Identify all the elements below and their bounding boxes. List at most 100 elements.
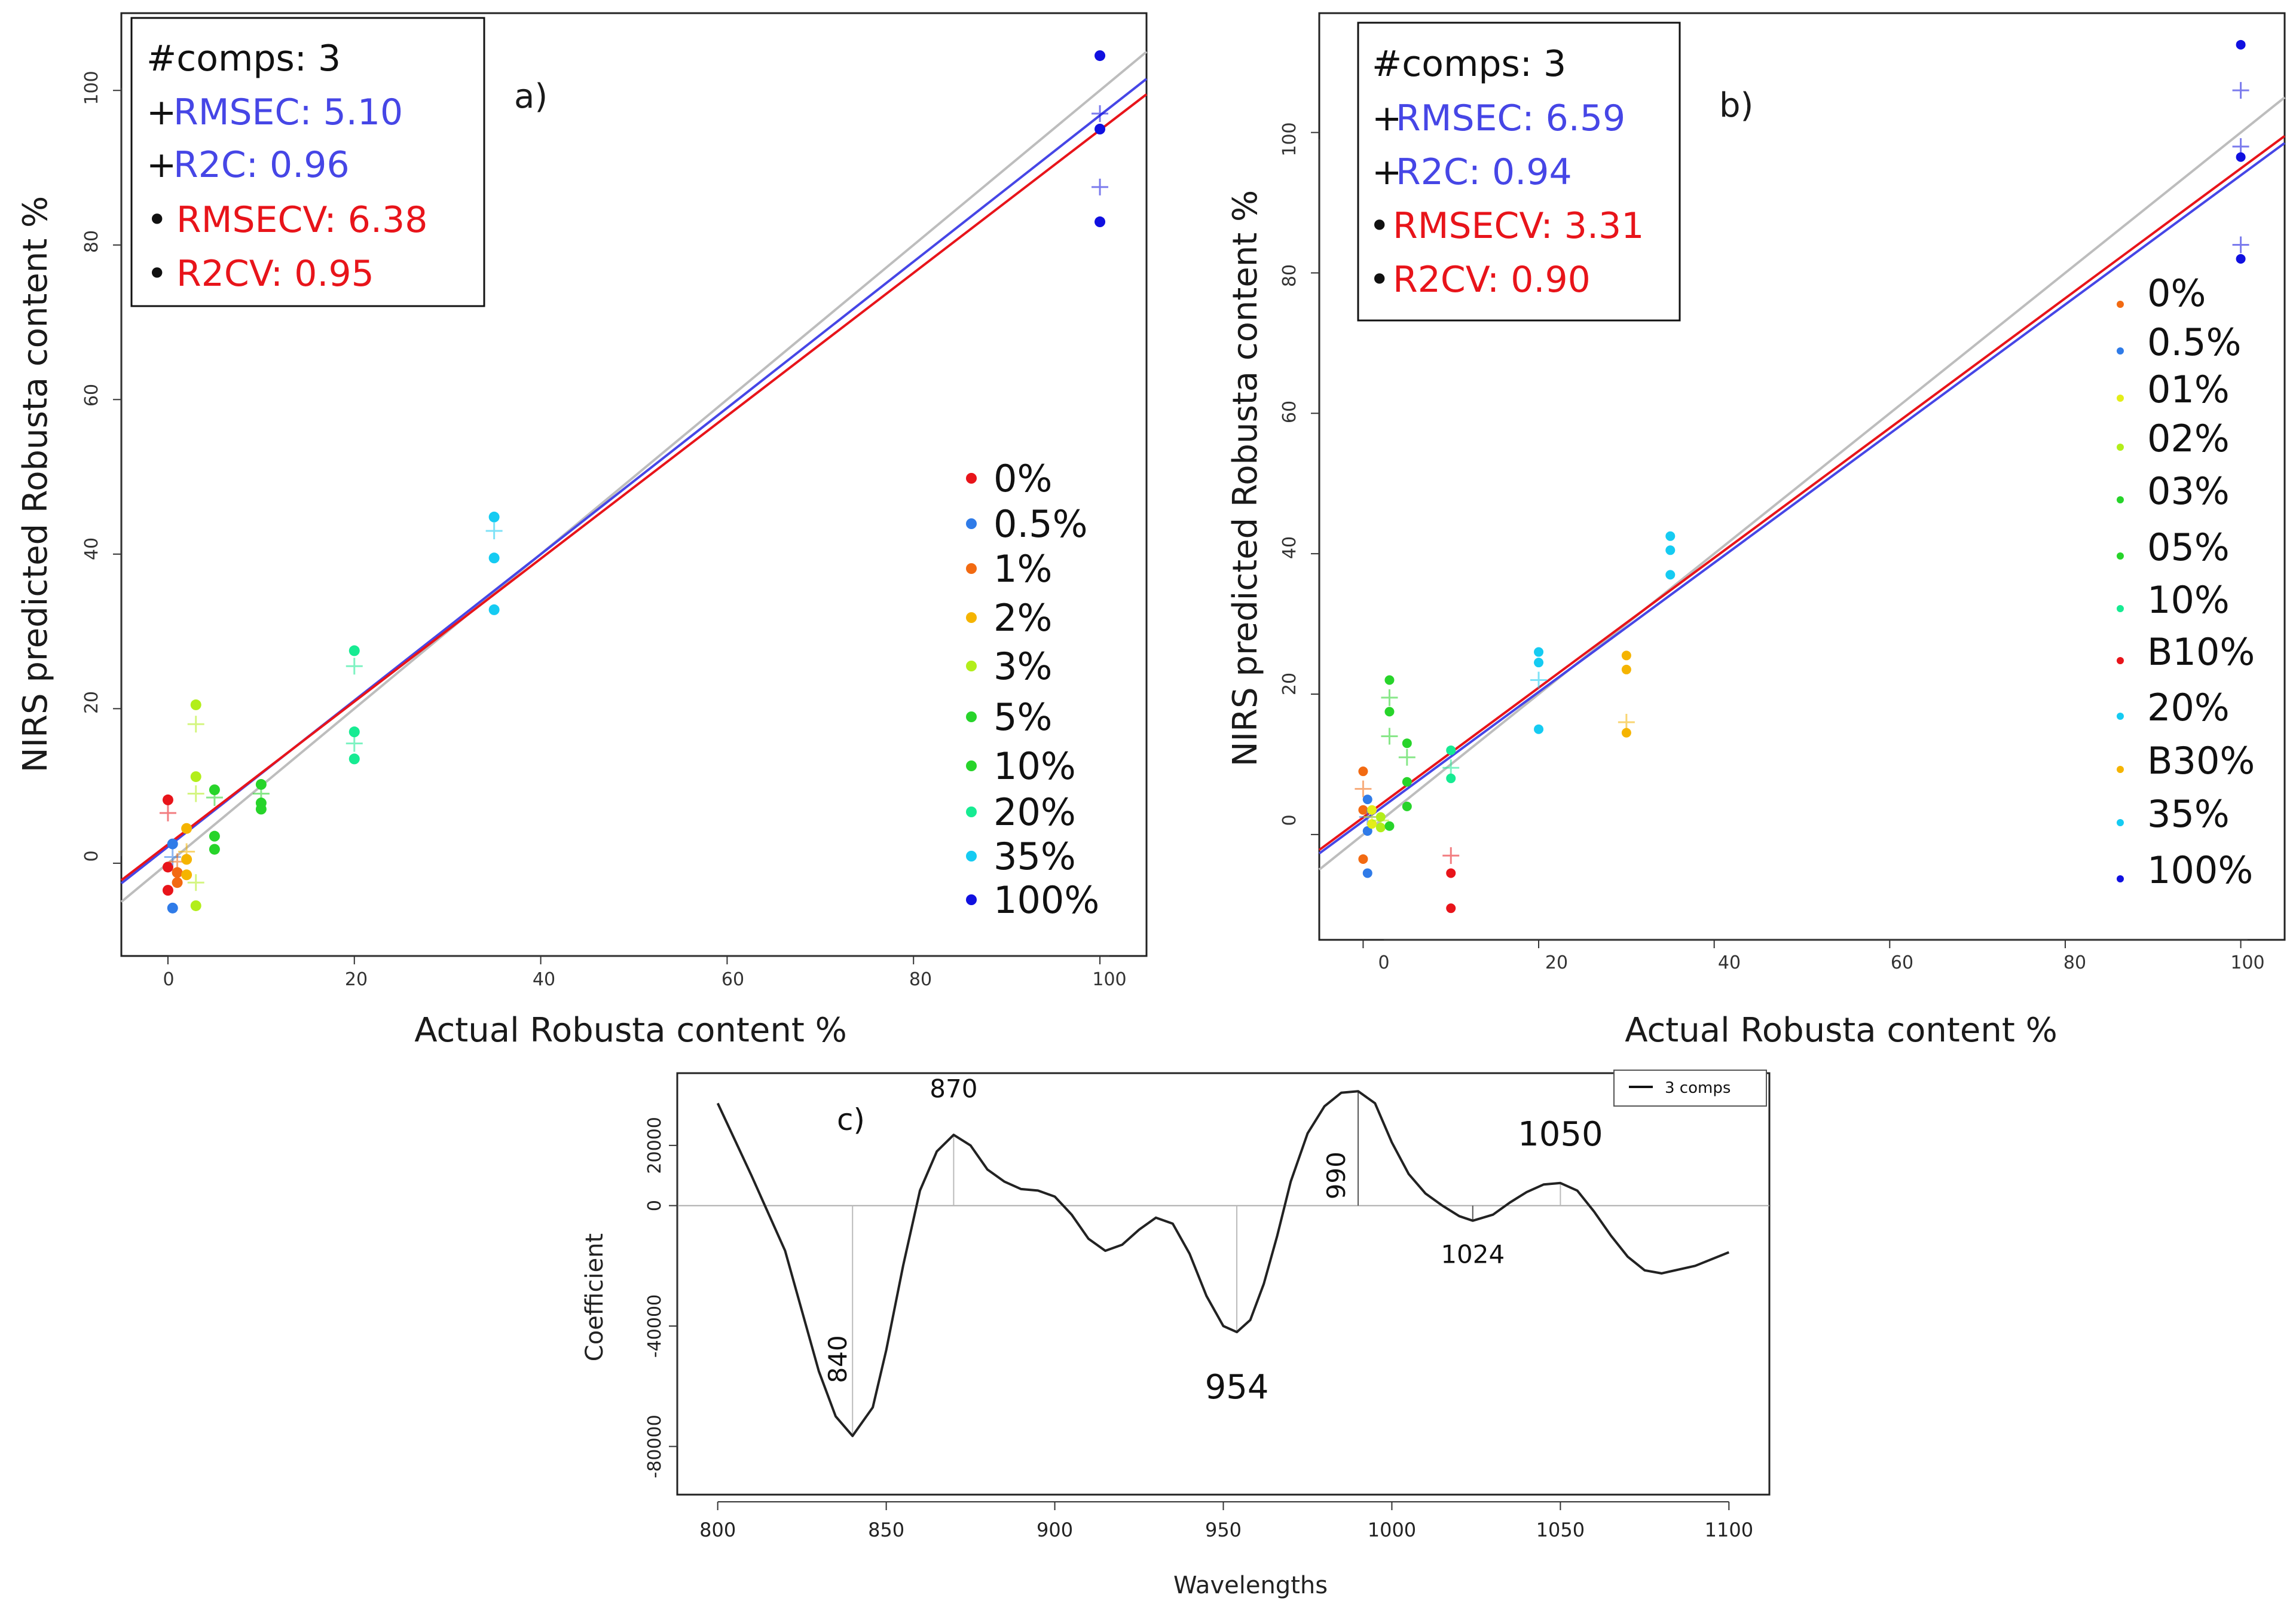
x-tick-label: 950 [1205, 1519, 1242, 1541]
prediction-point [1095, 123, 1106, 135]
prediction-point [1095, 50, 1106, 62]
y-tick-label: 60 [1279, 401, 1300, 423]
svg-text:3%: 3% [993, 644, 1052, 688]
panel-label-b: b) [1719, 86, 1753, 125]
calibration-point [1442, 759, 1460, 777]
y-axis-title-b: NIRS predicted Robusta content % [1226, 190, 1265, 766]
y-tick-label: 100 [81, 71, 102, 105]
calibration-point [1092, 105, 1109, 123]
calibration-point [1530, 671, 1548, 689]
legend-item: 3 comps [1665, 1079, 1731, 1097]
rmsecv-text: RMSECV: 6.38 [176, 199, 427, 241]
x-tick-label: 100 [2230, 952, 2264, 973]
x-axis-title-b: Actual Robusta content % [1625, 1011, 2057, 1050]
calibration-point [1372, 812, 1389, 829]
prediction-point [167, 902, 178, 914]
svg-text:0%: 0% [2147, 271, 2206, 315]
x-axis-a: 0 20 40 60 80 100 [163, 955, 1127, 990]
r2cv-text: R2CV: 0.95 [176, 253, 374, 295]
stats-box-b: #comps: 3 + RMSEC: 6.59 + R2C: 0.94 • RM… [1357, 22, 1681, 322]
peak-label: 840 [823, 1335, 852, 1383]
y-tick-label: -40000 [644, 1294, 665, 1358]
x-tick-label: 40 [1718, 952, 1741, 973]
legend-item: 10% [2117, 578, 2230, 622]
y-tick-label: 20 [1279, 673, 1300, 695]
legend-item: 1% [966, 547, 1052, 591]
prediction-point [1665, 545, 1676, 555]
legend-item: 5% [966, 695, 1052, 739]
prediction-point [1446, 745, 1456, 755]
prediction-point [488, 552, 500, 564]
cross-validation-line [1318, 135, 2286, 851]
prediction-point [1362, 868, 1372, 878]
y-tick-label: 40 [81, 537, 102, 560]
legend-item: B30% [2117, 739, 2255, 783]
prediction-point [1384, 707, 1395, 717]
fit-lines-a [120, 51, 1148, 903]
prediction-point [190, 699, 201, 710]
calibration-point [187, 874, 204, 891]
prediction-point [1446, 868, 1456, 878]
calibration-point [159, 804, 176, 821]
prediction-point [1446, 903, 1456, 914]
legend-item: 0.5% [2117, 320, 2242, 364]
y-tick-label: 0 [81, 850, 102, 862]
prediction-point [1621, 664, 1631, 674]
legend-item: 05% [2117, 526, 2230, 569]
x-tick-label: 900 [1037, 1519, 1073, 1541]
calibration-point [178, 843, 195, 860]
coefficient-line [716, 1090, 1730, 1437]
svg-text:35%: 35% [993, 835, 1076, 878]
svg-text:100%: 100% [2147, 848, 2253, 892]
svg-text:35%: 35% [2147, 792, 2230, 836]
prediction-point [1534, 647, 1544, 657]
calibration-point [2232, 236, 2249, 253]
svg-text:03%: 03% [2147, 469, 2230, 513]
peak-label: 870 [930, 1074, 977, 1103]
y-tick-label: 0 [644, 1200, 665, 1211]
calibration-line [1318, 142, 2286, 855]
prediction-point [1665, 570, 1676, 580]
rmsec-text: RMSEC: 5.10 [173, 91, 403, 133]
legend-b: 0% 0.5% 01% 02% 03% 05% 10% B10% 20% B30… [2117, 271, 2255, 892]
calibration-point [1442, 847, 1460, 864]
panel-label-a: a) [514, 77, 548, 116]
x-axis-c: 800 850 900 950 1000 1050 1100 [699, 1501, 1753, 1541]
svg-text:5%: 5% [993, 695, 1052, 739]
y-tick-label: -80000 [644, 1415, 665, 1478]
r2cv-text: R2CV: 0.90 [1393, 259, 1591, 301]
x-tick-label: 0 [163, 969, 174, 990]
x-tick-label: 100 [1092, 969, 1126, 990]
x-tick-label: 850 [868, 1519, 904, 1541]
legend-item: 100% [966, 878, 1099, 922]
calibration-point [1092, 178, 1109, 195]
comps-text: #comps: 3 [146, 38, 341, 80]
svg-text:20%: 20% [993, 790, 1076, 834]
y-tick-label: 40 [1279, 536, 1300, 559]
legend-item: 100% [2117, 848, 2253, 892]
peak-label: 954 [1205, 1368, 1269, 1407]
svg-text:0%: 0% [993, 457, 1052, 500]
stats-box-a: #comps: 3 + RMSEC: 5.10 + R2C: 0.96 • RM… [130, 17, 485, 307]
prediction-point [167, 838, 178, 850]
legend-item: 01% [2117, 368, 2230, 411]
prediction-point [172, 877, 183, 888]
calibration-point [1355, 780, 1372, 798]
prediction-point [1384, 675, 1395, 685]
prediction-point [1358, 766, 1368, 777]
prediction-point [2236, 152, 2246, 162]
svg-text:100%: 100% [993, 878, 1099, 922]
points-b [1355, 39, 2249, 914]
calibration-point [164, 848, 181, 866]
calibration-point [187, 716, 204, 733]
legend-item: 2% [966, 596, 1052, 640]
calibration-point [1381, 689, 1398, 706]
prediction-point [181, 823, 192, 834]
x-tick-label: 80 [2063, 952, 2086, 973]
calibration-point [2232, 138, 2249, 155]
prediction-point [181, 869, 192, 881]
peak-label: 1050 [1518, 1115, 1603, 1154]
prediction-point [255, 804, 267, 815]
legend-a: 0% 0.5% 1% 2% 3% 5% 10% 20% 35% 100% [966, 457, 1099, 922]
svg-text:1%: 1% [993, 547, 1052, 591]
